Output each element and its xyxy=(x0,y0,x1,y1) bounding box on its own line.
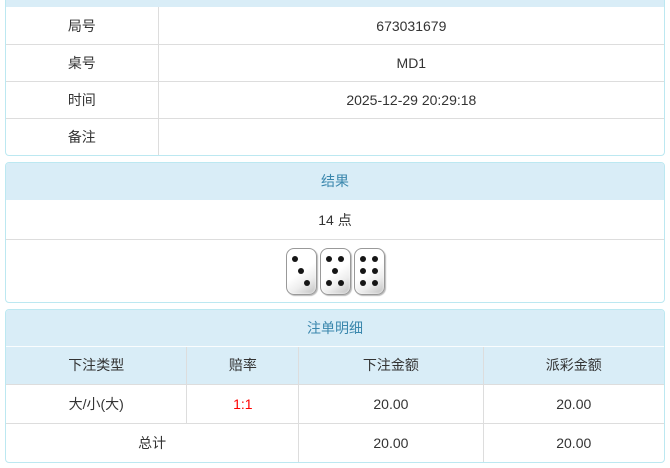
info-row-time: 时间 2025-12-29 20:29:18 xyxy=(6,81,664,118)
col-header-odds: 赔率 xyxy=(186,347,299,384)
col-header-bet-amount: 下注金额 xyxy=(298,347,484,384)
result-panel: 结果 14 点 xyxy=(5,162,665,303)
round-info-header-cutoff xyxy=(6,0,664,7)
die-pip xyxy=(338,256,345,263)
die-pip xyxy=(372,267,379,274)
odds-cell: 1:1 xyxy=(186,383,299,423)
time-label: 时间 xyxy=(6,82,159,118)
total-label-cell: 总计 xyxy=(6,422,299,462)
payout-amount-cell: 20.00 xyxy=(482,383,664,423)
round-number-label: 局号 xyxy=(6,7,159,44)
time-value: 2025-12-29 20:29:18 xyxy=(346,92,477,108)
bet-row: 大/小(大) 1:1 20.00 20.00 xyxy=(6,383,664,423)
info-row-round-number: 局号 673031679 xyxy=(6,7,664,44)
remark-label: 备注 xyxy=(6,119,159,155)
col-header-payout-amount: 派彩金额 xyxy=(482,347,664,384)
result-points-text: 14 点 xyxy=(6,200,664,240)
die-pip xyxy=(291,256,298,263)
total-bet-amount-cell: 20.00 xyxy=(298,422,484,462)
total-row: 总计 20.00 20.00 xyxy=(6,422,664,462)
die-pip xyxy=(359,279,366,286)
info-row-remark: 备注 xyxy=(6,118,664,155)
bet-details-panel: 注单明细 下注类型 赔率 下注金额 派彩金额 大/小(大) 1:1 20.00 … xyxy=(5,309,665,463)
bet-table-header-row: 下注类型 赔率 下注金额 派彩金额 xyxy=(6,347,664,384)
die-pip xyxy=(359,267,366,274)
bet-details-title: 注单明细 xyxy=(6,310,664,347)
die-pip xyxy=(359,256,366,263)
dice-row xyxy=(6,240,664,302)
remark-value xyxy=(159,119,664,155)
die-pip xyxy=(372,279,379,286)
bet-type-cell: 大/小(大) xyxy=(6,383,187,423)
die-pip xyxy=(297,267,304,274)
die-3 xyxy=(353,247,385,295)
die-pip xyxy=(325,256,332,263)
round-number-value: 673031679 xyxy=(376,17,447,34)
die-pip xyxy=(331,267,338,274)
info-row-table-number: 桌号 MD1 xyxy=(6,44,664,81)
die-2 xyxy=(319,247,351,295)
die-pip xyxy=(372,256,379,263)
die-pip xyxy=(325,279,332,286)
die-pip xyxy=(304,279,311,286)
result-panel-title: 结果 xyxy=(6,163,664,200)
table-number-value: MD1 xyxy=(396,55,427,71)
die-pip xyxy=(338,279,345,286)
round-info-panel: 局号 673031679 桌号 MD1 时间 2025-12-29 20:29:… xyxy=(5,0,665,156)
bet-details-table: 下注类型 赔率 下注金额 派彩金额 大/小(大) 1:1 20.00 20.00… xyxy=(6,347,664,462)
table-number-label: 桌号 xyxy=(6,45,159,81)
total-payout-amount-cell: 20.00 xyxy=(482,422,664,462)
bet-amount-cell: 20.00 xyxy=(298,383,484,423)
die-1 xyxy=(285,247,317,295)
col-header-bet-type: 下注类型 xyxy=(6,347,187,384)
